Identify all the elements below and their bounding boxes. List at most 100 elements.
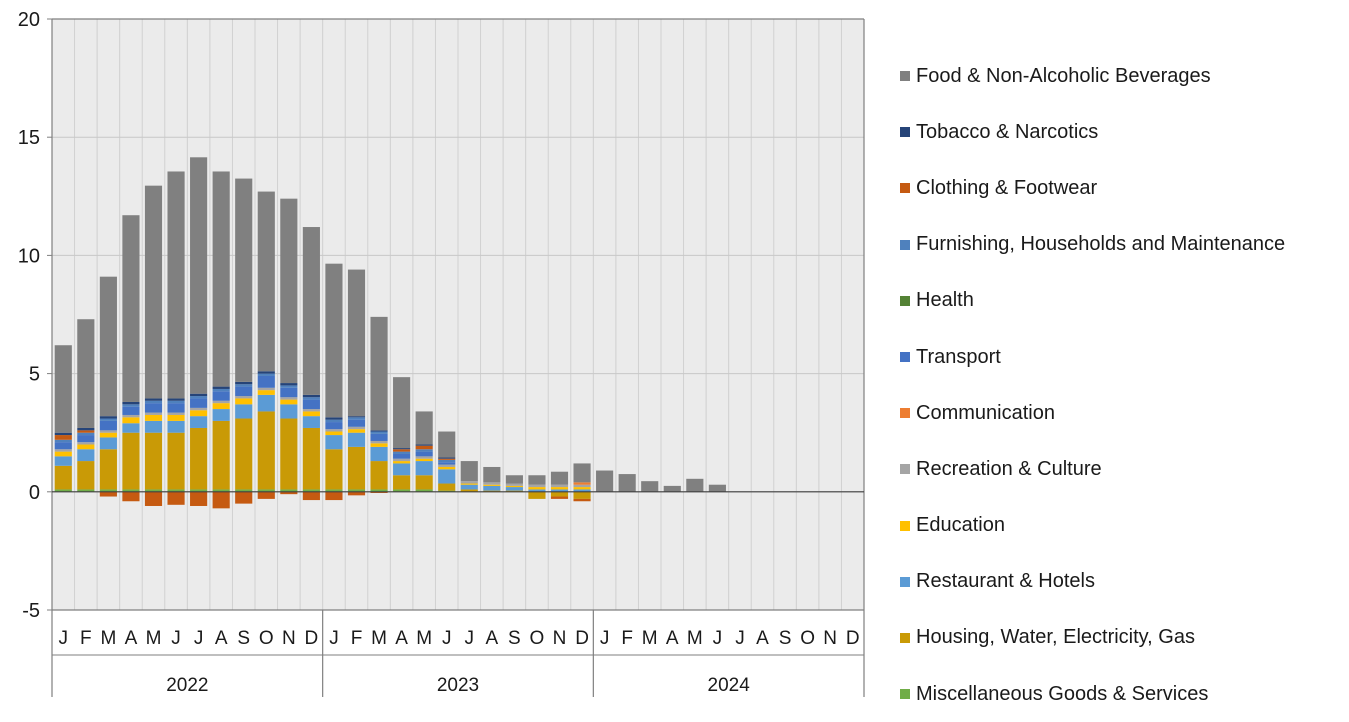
y-tick-label: 10 [18, 245, 40, 267]
bar-segment-2-19 [483, 485, 501, 491]
bar-segment-8-4 [144, 400, 163, 404]
bar-segment-3-6 [190, 410, 208, 417]
bar-segment-4-2 [99, 430, 117, 433]
bar-segment-1-15 [393, 475, 411, 490]
legend-swatch [900, 127, 910, 138]
legend-label: Restaurant & Hotels [916, 570, 1095, 593]
legend-item: Health [900, 273, 1340, 329]
bar-segment-2-16 [415, 461, 433, 476]
legend-item: Miscellaneous Goods & Services [900, 666, 1340, 722]
bar-segment-10-5 [167, 398, 185, 401]
bar-segment-4-0 [54, 449, 72, 452]
bar-segment-0-5 [167, 489, 185, 492]
bar-segment-11-12 [325, 263, 343, 418]
bar-segment-9-3 [122, 491, 140, 502]
bar-segment-2-15 [393, 463, 411, 476]
y-tick-label: -5 [22, 600, 40, 622]
bar-segment-2-1 [77, 449, 95, 462]
bar-segment-6-15 [393, 453, 411, 459]
bar-segment-4-22 [550, 484, 569, 488]
bar-segment-3-1 [77, 444, 95, 450]
month-label: J [465, 628, 475, 649]
month-label: J [194, 628, 204, 649]
bar-segment-8-9 [257, 373, 275, 376]
bar-segment-0-8 [235, 489, 253, 492]
bar-segment-9-5 [167, 491, 185, 505]
bar-segment-0-14 [370, 489, 388, 492]
bar-segment-4-20 [505, 483, 523, 486]
bar-segment-10-16 [415, 444, 433, 446]
bar-segment-3-7 [212, 403, 230, 410]
legend-swatch [900, 632, 910, 643]
bar-segment-2-8 [235, 404, 253, 419]
bar-segment-4-13 [347, 426, 366, 430]
bar-segment-3-3 [122, 417, 140, 424]
bar-segment-6-13 [347, 419, 366, 427]
bar-segment-0-4 [144, 489, 163, 492]
legend-swatch [900, 183, 910, 194]
bar-segment-5-23 [573, 482, 591, 485]
bar-segment-11-14 [370, 316, 388, 431]
bar-segment-11-13 [347, 269, 366, 417]
bar-segment-11-11 [302, 227, 320, 395]
bar-segment-8-15 [393, 451, 411, 454]
bar-segment-10-17 [438, 457, 456, 459]
bar-segment-8-7 [212, 388, 230, 392]
legend-swatch [900, 408, 910, 419]
vertical-gridlines [74, 19, 842, 610]
month-label: N [282, 628, 296, 649]
legend-label: Education [916, 514, 1005, 537]
legend-item: Education [900, 498, 1340, 554]
legend-swatch [900, 520, 910, 531]
bar-segment-10-8 [235, 381, 253, 385]
bar-segment-4-1 [77, 442, 95, 445]
bar-segment-11-15 [393, 377, 411, 449]
bar-segment-4-14 [370, 440, 388, 444]
bar-segment-4-18 [460, 481, 478, 484]
bar-segment-10-13 [347, 416, 366, 418]
bar-segment-9-12 [325, 491, 343, 501]
legend-label: Furnishing, Households and Maintenance [916, 233, 1286, 256]
bar-segment-11-7 [212, 171, 230, 387]
bar-segment-0-6 [190, 489, 208, 492]
bar-segment-4-21 [528, 484, 546, 488]
bar-segment-3-2 [99, 432, 117, 438]
bar-segment-4-3 [122, 414, 140, 418]
bar-segment-11-2 [99, 276, 117, 417]
month-label: A [485, 628, 498, 649]
bar-segment-4-19 [483, 482, 501, 485]
bar-segment-11-23 [573, 463, 591, 483]
bar-segment-2-21 [528, 489, 546, 492]
bar-segment-10-1 [77, 427, 95, 431]
legend-swatch [900, 689, 910, 700]
month-label: M [371, 628, 387, 649]
month-label: M [100, 628, 116, 649]
bar-segment-9-4 [144, 491, 163, 506]
bar-segment-11-29 [708, 484, 726, 492]
bar-segment-2-12 [325, 435, 343, 450]
bar-segment-8-2 [99, 418, 117, 421]
year-label: 2022 [166, 675, 208, 696]
bar-segment-4-5 [167, 412, 185, 415]
bar-segment-10-10 [280, 383, 298, 386]
bar-segment-11-5 [167, 171, 185, 399]
legend-item: Furnishing, Households and Maintenance [900, 217, 1340, 273]
bar-segment-1-5 [167, 432, 185, 490]
bar-segment-0-2 [99, 489, 117, 492]
bar-segment-0-1 [77, 489, 95, 492]
bar-segment-10-2 [99, 416, 117, 419]
bar-segment-9-1 [77, 430, 95, 433]
bar-segment-2-13 [347, 432, 366, 447]
bar-segment-4-15 [393, 458, 411, 462]
bar-segment-1-11 [302, 427, 320, 490]
month-label: A [125, 628, 138, 649]
legend-label: Communication [916, 401, 1055, 424]
month-label: O [800, 628, 815, 649]
legend-label: Clothing & Footwear [916, 176, 1098, 199]
legend-label: Health [916, 289, 974, 312]
y-tick-label: 0 [29, 482, 40, 504]
bar-segment-1-23 [573, 491, 591, 499]
month-label: N [823, 628, 837, 649]
month-label: M [642, 628, 658, 649]
